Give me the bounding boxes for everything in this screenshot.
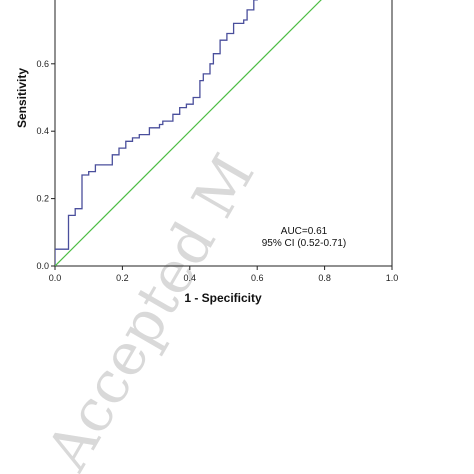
y-tick-label: 0.0 [36,261,49,271]
plot-area: 0.0 0.2 0.4 0.6 0.8 1.0 0.0 0.2 0.4 0.6 AUC=0.61… [36,0,398,283]
auc-annotation: AUC=0.61 [281,226,328,237]
watermark-text: Accepted M [33,143,268,474]
y-ticks: 0.0 0.2 0.4 0.6 [36,59,55,271]
x-ticks: 0.0 0.2 0.4 0.6 0.8 1.0 [49,266,399,283]
x-tick-label: 1.0 [386,273,399,283]
y-tick-label: 0.4 [36,126,49,136]
series-layer [55,0,322,266]
watermark: Accepted M [33,143,268,474]
x-tick-label: 0.6 [251,273,264,283]
x-tick-label: 0.8 [318,273,331,283]
x-tick-label: 0.2 [116,273,129,283]
roc-curve-line [55,0,258,266]
x-tick-label: 0.4 [184,273,197,283]
x-axis-title: 1 - Specificity [184,291,262,305]
x-tick-label: 0.0 [49,273,62,283]
y-tick-label: 0.2 [36,194,49,204]
ci-annotation: 95% CI (0.52-0.71) [262,238,347,249]
y-tick-label: 0.6 [36,59,49,69]
y-axis-title: Sensitivity [15,68,29,128]
reference-diagonal-line [55,0,322,266]
